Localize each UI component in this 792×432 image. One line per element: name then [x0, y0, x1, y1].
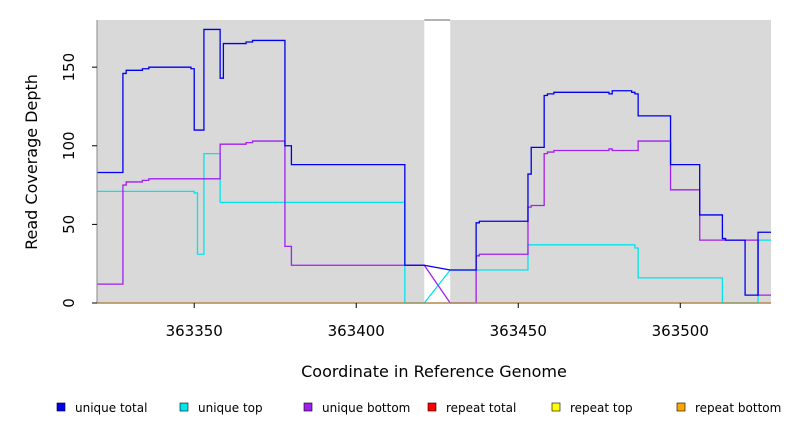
y-axis-title: Read Coverage Depth: [22, 74, 41, 250]
x-tick-label: 363500: [652, 322, 709, 340]
legend-swatch-unique-top: [179, 402, 189, 412]
x-axis-title: Coordinate in Reference Genome: [301, 362, 567, 381]
x-tick-label: 363450: [490, 322, 547, 340]
y-tick-label: 50: [60, 215, 78, 234]
y-tick-label: 150: [60, 53, 78, 82]
x-tick-label: 363400: [328, 322, 385, 340]
legend-swatch-unique-bottom: [303, 402, 313, 412]
legend-label-unique-bottom: unique bottom: [322, 401, 410, 415]
y-tick-label: 100: [60, 131, 78, 160]
plot-panel-1: [97, 20, 425, 303]
legend-swatch-repeat-total: [427, 402, 437, 412]
legend-swatch-unique-total: [56, 402, 66, 412]
legend: unique total unique top unique bottom repea…: [56, 401, 781, 415]
legend-swatch-repeat-top: [551, 402, 561, 412]
x-tick-label: 363350: [166, 322, 223, 340]
legend-label-unique-top: unique top: [198, 401, 263, 415]
series-unique-bottom: [97, 140, 771, 304]
series-unique-top: [97, 152, 771, 304]
legend-label-unique-total: unique total: [75, 401, 147, 415]
legend-label-repeat-total: repeat total: [446, 401, 516, 415]
legend-label-repeat-bottom: repeat bottom: [695, 401, 781, 415]
legend-swatch-repeat-bottom: [676, 402, 686, 412]
plot-panel-2: [450, 20, 771, 303]
x-axis: 363350 363400 363450 363500: [97, 302, 771, 340]
legend-label-repeat-top: repeat top: [570, 401, 633, 415]
series-unique-total: [97, 28, 771, 296]
plot-background: [97, 19, 771, 303]
y-tick-label: 0: [60, 298, 78, 308]
y-axis: 0 50 100 150: [60, 20, 98, 308]
